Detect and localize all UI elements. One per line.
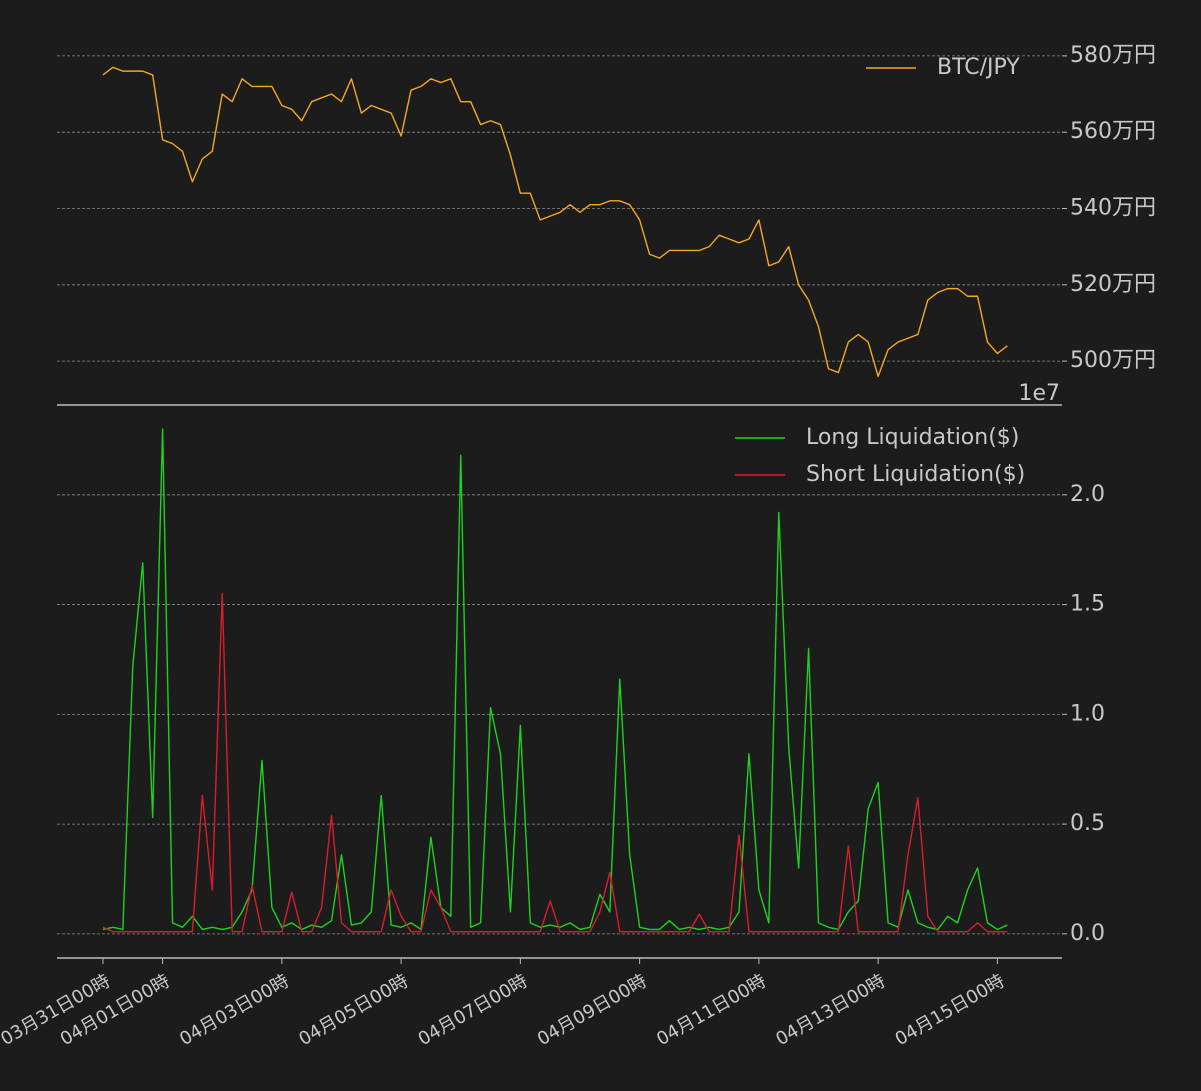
y-offset-label: 1e7 — [1018, 381, 1060, 406]
series-line — [102, 66, 1008, 378]
y-tick-label: 2.0 — [1070, 482, 1105, 507]
legend-label: Long Liquidation($) — [806, 425, 1019, 450]
series-line — [102, 428, 1008, 931]
legend-label: BTC/JPY — [937, 55, 1020, 80]
y-tick-label: 560万円 — [1070, 119, 1156, 144]
y-tick-label: 0.0 — [1070, 921, 1105, 946]
y-tick-label: 1.5 — [1070, 592, 1105, 617]
series-line — [102, 592, 1008, 933]
y-tick-label: 540万円 — [1070, 195, 1156, 220]
y-tick-label: 520万円 — [1070, 272, 1156, 297]
y-tick-label: 500万円 — [1070, 348, 1156, 373]
y-tick-label: 1.0 — [1070, 701, 1105, 726]
legend-label: Short Liquidation($) — [806, 462, 1025, 487]
y-tick-label: 0.5 — [1070, 811, 1105, 836]
y-tick-label: 580万円 — [1070, 43, 1156, 68]
